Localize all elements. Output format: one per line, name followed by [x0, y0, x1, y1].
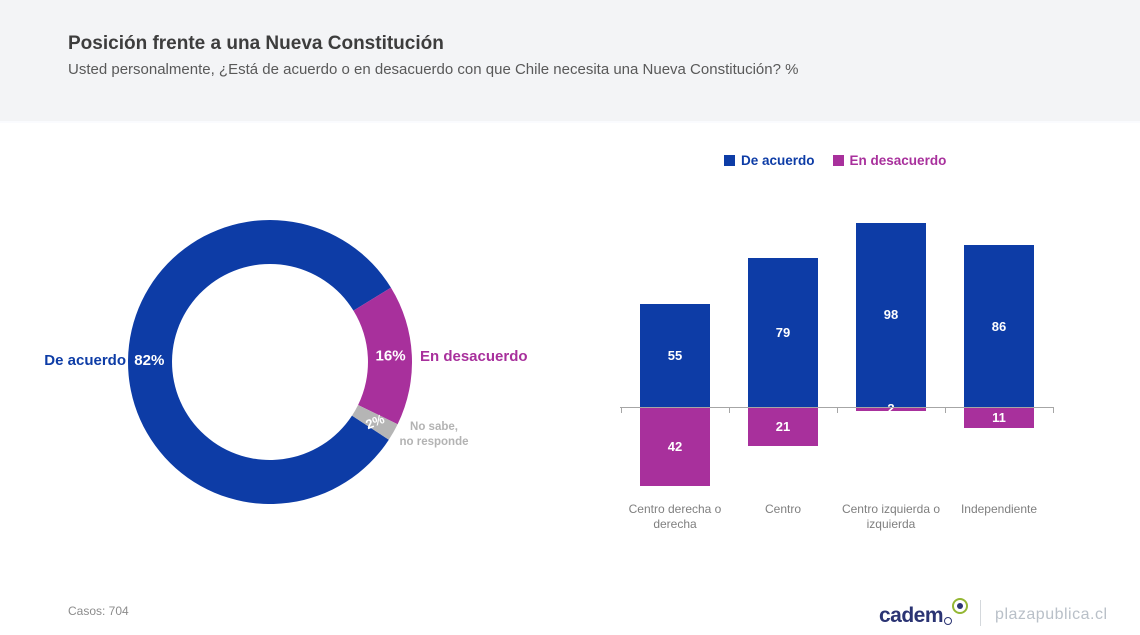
cadem-logo-big-ring-icon: [952, 598, 969, 614]
bar-chart: 55 42 79 21 98 2 86 11 Centro derecha o derecha…: [620, 220, 1054, 532]
page-subtitle: Usted personalmente, ¿Está de acuerdo o …: [68, 61, 799, 78]
cadem-logo-small-ring-icon: [944, 617, 953, 625]
bar-value-en-desacuerdo-3: 11: [992, 409, 1006, 425]
donut-label-no-sabe-line1: No sabe,: [410, 421, 458, 433]
axis-tick-0: [621, 407, 622, 413]
legend-label-de-acuerdo: De acuerdo: [741, 153, 815, 168]
bar-en-desacuerdo-1: 21: [748, 407, 818, 447]
bar-value-de-acuerdo-1: 79: [775, 325, 791, 341]
bar-value-de-acuerdo-0: 55: [667, 347, 683, 363]
bar-group-1: 79 21: [729, 220, 837, 492]
bar-de-acuerdo-3: 86: [964, 245, 1034, 407]
donut-value-label-1: 16%: [375, 348, 405, 365]
axis-tick-1: [729, 407, 730, 413]
bar-value-en-desacuerdo-2: 2: [887, 401, 895, 417]
bar-category-label-3: Independiente: [960, 502, 1038, 516]
footer-divider: [980, 600, 982, 626]
plazapublica-link: plazapublica.cl: [995, 606, 1108, 623]
donut-slice-2: [351, 404, 398, 440]
bar-group-2: 98 2: [837, 220, 945, 492]
cases-count: Casos: 704: [68, 604, 129, 618]
bar-value-en-desacuerdo-0: 42: [667, 438, 683, 454]
bar-cat-labels: Centro derecha o derecha Centro Centro izq…: [621, 502, 1053, 532]
legend-item-de-acuerdo: De acuerdo: [724, 153, 815, 168]
bar-value-de-acuerdo-3: 86: [991, 318, 1007, 334]
donut-value-label-2: 2%: [363, 411, 386, 432]
legend-label-en-desacuerdo: En desacuerdo: [849, 153, 947, 168]
donut-label-en-desacuerdo: En desacuerdo: [420, 348, 528, 365]
bar-columns: 55 42 79 21 98 2 86 11: [621, 220, 1053, 492]
bar-value-de-acuerdo-2: 98: [883, 307, 899, 323]
bar-value-en-desacuerdo-1: 21: [775, 419, 791, 435]
bar-group-0: 55 42: [621, 220, 729, 492]
legend-item-en-desacuerdo: En desacuerdo: [832, 153, 947, 168]
donut-label-no-sabe-line2: no responde: [399, 436, 469, 448]
bar-category-label-1: Centro: [764, 502, 802, 516]
donut-slice-1: [353, 287, 412, 425]
axis-tick-2: [837, 407, 838, 413]
bar-category-label-2: Centro izquierda o izquierda: [841, 502, 941, 531]
footer-brand-area: cadem plazapublica.cl: [879, 598, 1108, 628]
bar-de-acuerdo-1: 79: [748, 258, 818, 407]
bar-de-acuerdo-0: 55: [640, 303, 710, 407]
donut-label-no-sabe: No sabe, no responde: [386, 420, 482, 450]
page-title: Posición frente a una Nueva Constitución: [68, 33, 444, 54]
axis-tick-3: [945, 407, 946, 413]
bar-de-acuerdo-2: 98: [856, 222, 926, 407]
cadem-logo: cadem: [879, 604, 944, 627]
legend-swatch-magenta-icon: [832, 155, 844, 166]
donut-value-label-0: 82%: [134, 352, 164, 369]
legend-swatch-blue-icon: [724, 155, 735, 166]
donut-slice-0: [128, 220, 391, 504]
header-band: Posición frente a una Nueva Constitución…: [0, 0, 1140, 123]
bar-en-desacuerdo-3: 11: [964, 407, 1034, 428]
donut-label-de-acuerdo: De acuerdo: [44, 352, 126, 369]
axis-tick-4: [1053, 407, 1054, 413]
donut-chart: 82% 16% 2%: [128, 220, 412, 504]
bar-category-label-0: Centro derecha o derecha: [628, 502, 722, 531]
bar-group-3: 86 11: [945, 220, 1053, 492]
bar-en-desacuerdo-0: 42: [640, 407, 710, 486]
chart-legend: De acuerdo En desacuerdo: [724, 153, 946, 168]
bar-en-desacuerdo-2: 2: [856, 402, 926, 415]
